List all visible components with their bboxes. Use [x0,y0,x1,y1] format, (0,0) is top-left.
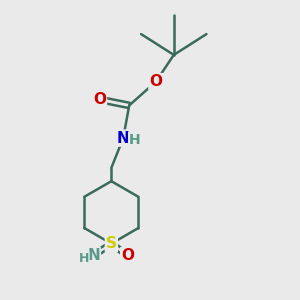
Text: O: O [149,74,162,89]
Text: O: O [93,92,106,107]
Text: S: S [106,236,117,251]
Text: H: H [129,133,140,147]
Text: O: O [121,248,134,263]
Text: H: H [79,252,89,265]
Text: N: N [87,248,100,263]
Text: N: N [117,130,130,146]
